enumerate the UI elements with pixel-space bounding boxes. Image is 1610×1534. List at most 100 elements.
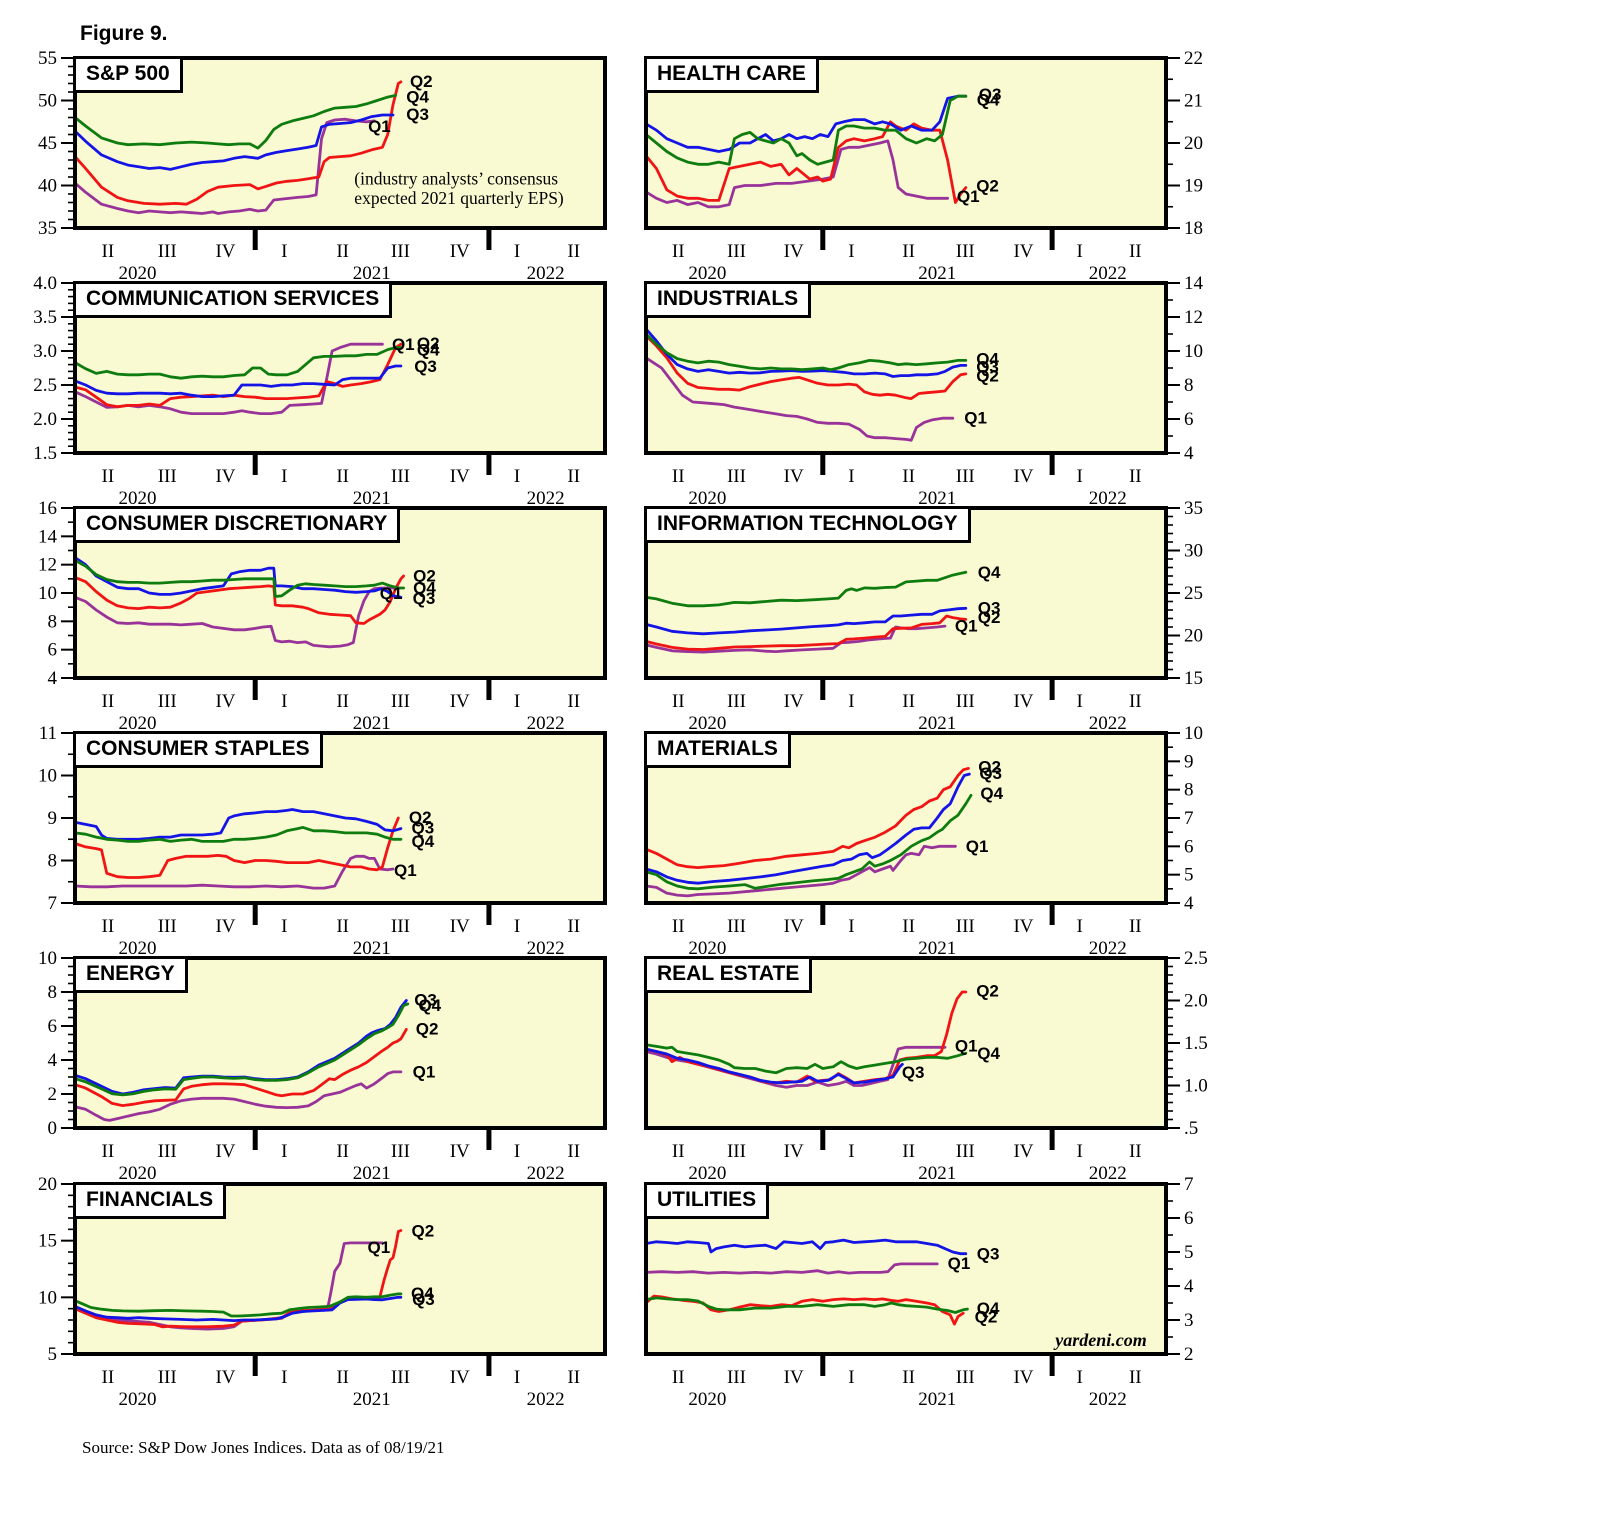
chart-title-real-estate: REAL ESTATE: [644, 956, 813, 994]
x-quarter-label: II: [567, 466, 580, 487]
year-boundary-tick: [1049, 680, 1055, 700]
series-q2-line: [75, 574, 406, 625]
series-q1-label: Q1: [368, 1238, 391, 1257]
series-q1-line: [75, 586, 395, 649]
y-tick-label: 6: [1184, 1208, 1194, 1229]
plot-frame: [644, 731, 1168, 905]
series-q3-label: Q3: [979, 85, 1002, 104]
y-tick-label: 14: [38, 526, 58, 547]
series-q4-label: Q4: [412, 832, 435, 851]
series-q1-label: Q1: [380, 584, 403, 603]
y-tick-label: 2: [1184, 1344, 1194, 1365]
x-quarter-label: IV: [450, 916, 470, 937]
series-q2-label: Q2: [416, 1020, 439, 1039]
y-axis: 5 10 15 20: [38, 1174, 75, 1365]
x-quarter-label: III: [956, 1367, 975, 1388]
x-quarter-label: I: [848, 466, 854, 487]
chart-title-information-technology: INFORMATION TECHNOLOGY: [644, 506, 971, 544]
y-tick-label: 7: [1184, 808, 1194, 829]
series-q2-label: Q2: [410, 72, 433, 91]
y-tick-label: 4: [48, 1050, 58, 1071]
x-quarter-label: III: [956, 691, 975, 712]
source-note: Source: S&P Dow Jones Indices. Data as o…: [82, 1438, 445, 1457]
y-tick-label: 45: [38, 133, 57, 154]
x-quarter-label: III: [727, 241, 746, 262]
series-q1-label: Q1: [948, 1254, 971, 1273]
x-quarter-label: II: [102, 241, 115, 262]
year-boundary-tick: [820, 680, 826, 700]
y-tick-label: 7: [1184, 1174, 1194, 1195]
series-q1-label: Q1: [966, 837, 989, 856]
series-q4-label: Q4: [406, 87, 429, 106]
x-quarter-label: IV: [215, 466, 235, 487]
x-quarter-label: II: [336, 466, 349, 487]
series-q3-line: [646, 327, 968, 378]
plot-frame: [73, 731, 607, 905]
x-quarter-label: IV: [450, 1367, 470, 1388]
x-year-label: 2021: [918, 263, 956, 284]
chart-health-care: 18 19 20 21 22 II III IV I II III IV I II 2020 2021 2022…: [640, 46, 1280, 284]
x-quarter-label: I: [514, 466, 520, 487]
series-q4-label: Q4: [976, 350, 999, 369]
x-quarter-label: II: [1129, 466, 1142, 487]
series-q1-label: Q1: [955, 616, 978, 635]
x-year-label: 2020: [688, 263, 726, 284]
series-q3-line: [646, 772, 971, 885]
y-tick-label: 40: [38, 176, 57, 197]
plot-frame: [644, 1182, 1168, 1356]
series-q1-label: Q1: [368, 117, 391, 136]
chart-title-communication-services: COMMUNICATION SERVICES: [73, 281, 393, 319]
x-quarter-label: II: [1129, 691, 1142, 712]
x-quarter-label: I: [1077, 1141, 1083, 1162]
y-tick-label: 4: [1184, 443, 1194, 464]
y-tick-label: 15: [1184, 668, 1203, 689]
series-q4-line: [646, 332, 968, 372]
x-quarter-label: IV: [784, 916, 804, 937]
y-tick-label: 19: [1184, 176, 1203, 197]
year-boundary-tick: [252, 680, 258, 700]
y-tick-label: 35: [1184, 498, 1203, 519]
series-q4-line: [75, 826, 403, 843]
x-quarter-label: II: [336, 691, 349, 712]
x-quarter-label: III: [956, 916, 975, 937]
x-year-label: 2020: [119, 1163, 157, 1184]
series-q4-label: Q4: [411, 1284, 434, 1303]
y-tick-label: 2.5: [1184, 948, 1208, 969]
y-tick-label: 21: [1184, 91, 1203, 112]
x-year-label: 2021: [353, 713, 391, 734]
year-boundary-tick: [486, 1356, 492, 1376]
y-tick-label: 10: [1184, 723, 1203, 744]
x-quarter-label: IV: [1013, 466, 1033, 487]
series-group: [75, 808, 403, 890]
series-q4-label: Q4: [980, 784, 1003, 803]
series-q2-label: Q2: [975, 1308, 998, 1327]
x-quarter-label: III: [391, 691, 410, 712]
x-quarter-label: II: [336, 1141, 349, 1162]
year-boundary-tick: [252, 1130, 258, 1150]
y-tick-label: 55: [38, 48, 57, 69]
chart-title-sp500: S&P 500: [73, 56, 183, 94]
x-quarter-label: I: [848, 691, 854, 712]
series-q3-line: [75, 556, 403, 599]
x-quarter-label: IV: [784, 691, 804, 712]
y-tick-label: 4: [1184, 1276, 1194, 1297]
series-q3-line: [646, 94, 968, 153]
x-quarter-label: IV: [450, 1141, 470, 1162]
x-year-label: 2021: [353, 1389, 391, 1410]
series-q4-line: [646, 570, 968, 608]
series-q4-label: Q4: [978, 563, 1001, 582]
x-quarter-label: III: [391, 1367, 410, 1388]
x-quarter-label: III: [391, 466, 410, 487]
y-tick-label: 8: [48, 851, 58, 872]
chart-financials: 5 10 15 20 II III IV I II III IV I II 2020 2021 2022 Q1 Q…: [0, 1172, 660, 1410]
x-quarter-label: I: [281, 916, 287, 937]
year-boundary-tick: [820, 1356, 826, 1376]
year-boundary-tick: [820, 1130, 826, 1150]
chart-real-estate: .5 1.0 1.5 2.0 2.5 II III IV I II III IV I II 2020 2021…: [640, 946, 1280, 1184]
x-quarter-label: II: [567, 691, 580, 712]
x-quarter-label: IV: [784, 241, 804, 262]
